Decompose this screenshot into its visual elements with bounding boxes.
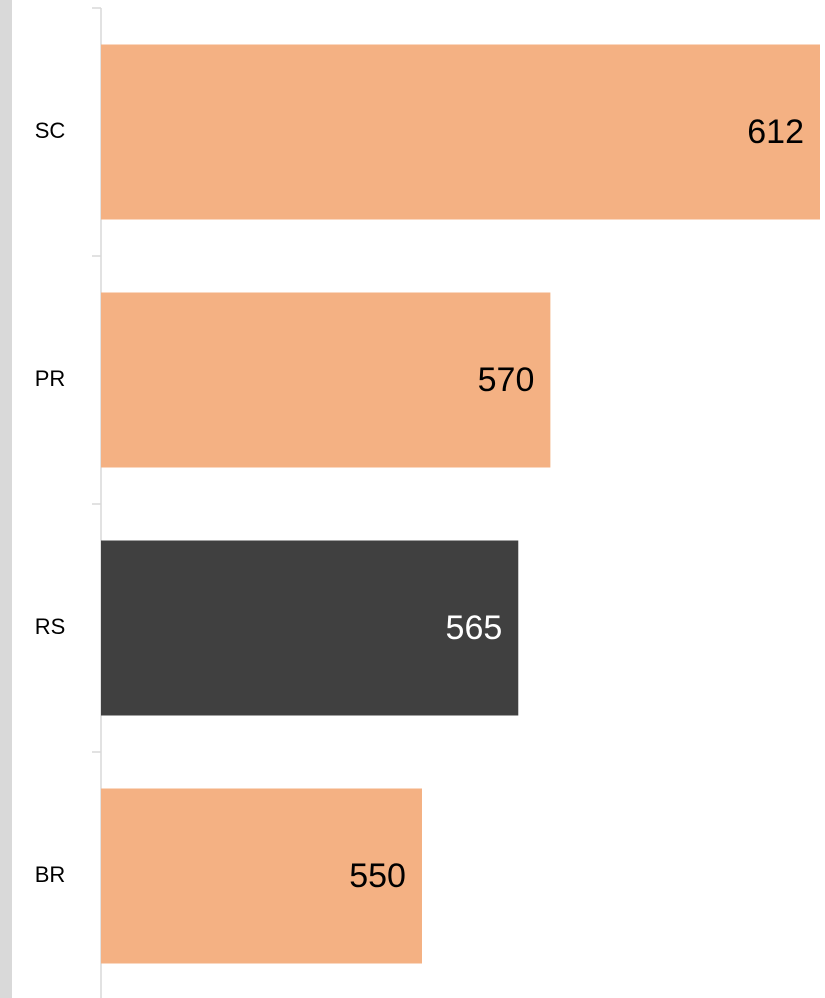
value-label: 565 [446, 609, 503, 647]
y-tick-label: RS [35, 614, 66, 639]
bar [101, 788, 422, 964]
y-tick-label: SC [35, 118, 66, 143]
bar [101, 540, 519, 716]
y-tick-label: BR [35, 862, 66, 887]
y-tick-label: PR [35, 366, 66, 391]
value-label: 612 [747, 113, 804, 151]
value-label: 550 [349, 857, 406, 895]
side-strip [0, 0, 12, 998]
value-label: 570 [478, 361, 535, 399]
bar [101, 292, 551, 468]
bar [101, 44, 820, 220]
